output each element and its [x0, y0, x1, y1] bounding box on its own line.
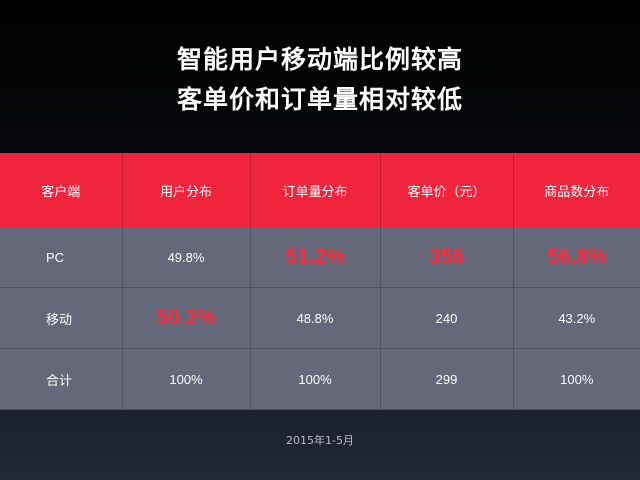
- header-client: 客户端: [0, 153, 123, 227]
- row-label: 合计: [0, 348, 123, 410]
- cell-value: 356: [428, 245, 465, 268]
- table-cell: 356: [380, 227, 514, 288]
- table-cell: 240: [380, 287, 514, 349]
- table-header-row: 客户端 用户分布 订单量分布 客单价（元） 商品数分布: [0, 153, 640, 227]
- cell-value: 49.8%: [167, 249, 205, 265]
- table-cell: 43.2%: [513, 287, 640, 349]
- cell-value: 48.8%: [296, 310, 334, 326]
- cell-value: 240: [435, 310, 458, 326]
- cell-value: 299: [435, 371, 458, 387]
- table-cell: 51.2%: [250, 227, 381, 288]
- cell-value: 50.2%: [156, 306, 216, 329]
- table-cell: 50.2%: [122, 287, 251, 349]
- table-cell: 100%: [513, 348, 640, 410]
- cell-value: 100%: [169, 371, 203, 387]
- table-cell: 48.8%: [250, 287, 381, 349]
- cell-value: 51.2%: [285, 245, 345, 268]
- header-item-distribution: 商品数分布: [513, 153, 640, 227]
- cell-value: 100%: [560, 371, 594, 387]
- table-cell: 100%: [122, 348, 251, 410]
- header-avg-order-value: 客单价（元）: [380, 153, 514, 227]
- header-order-distribution: 订单量分布: [250, 153, 381, 227]
- title-line-2: 客单价和订单量相对较低: [176, 85, 463, 114]
- cell-value: 56.8%: [546, 245, 607, 268]
- table-row: 移动 50.2% 48.8% 240 43.2%: [0, 287, 640, 349]
- table-cell: 49.8%: [122, 227, 251, 288]
- row-label: PC: [0, 227, 123, 288]
- table-row: PC 49.8% 51.2% 356 56.8%: [0, 227, 640, 288]
- row-label: 移动: [0, 287, 123, 349]
- cell-value: 100%: [298, 371, 332, 387]
- comparison-table: 客户端 用户分布 订单量分布 客单价（元） 商品数分布 PC 49.8% 51.…: [0, 153, 640, 410]
- title-line-1: 智能用户移动端比例较高: [176, 45, 463, 74]
- date-footnote: 2015年1-5月: [286, 434, 354, 447]
- header-user-distribution: 用户分布: [122, 153, 251, 227]
- table-cell: 56.8%: [513, 227, 640, 288]
- table-cell: 100%: [250, 348, 381, 410]
- table-cell: 299: [380, 348, 514, 410]
- slide-title: 智能用户移动端比例较高 客单价和订单量相对较低: [0, 40, 640, 120]
- cell-value: 43.2%: [558, 310, 596, 326]
- table-row: 合计 100% 100% 299 100%: [0, 348, 640, 410]
